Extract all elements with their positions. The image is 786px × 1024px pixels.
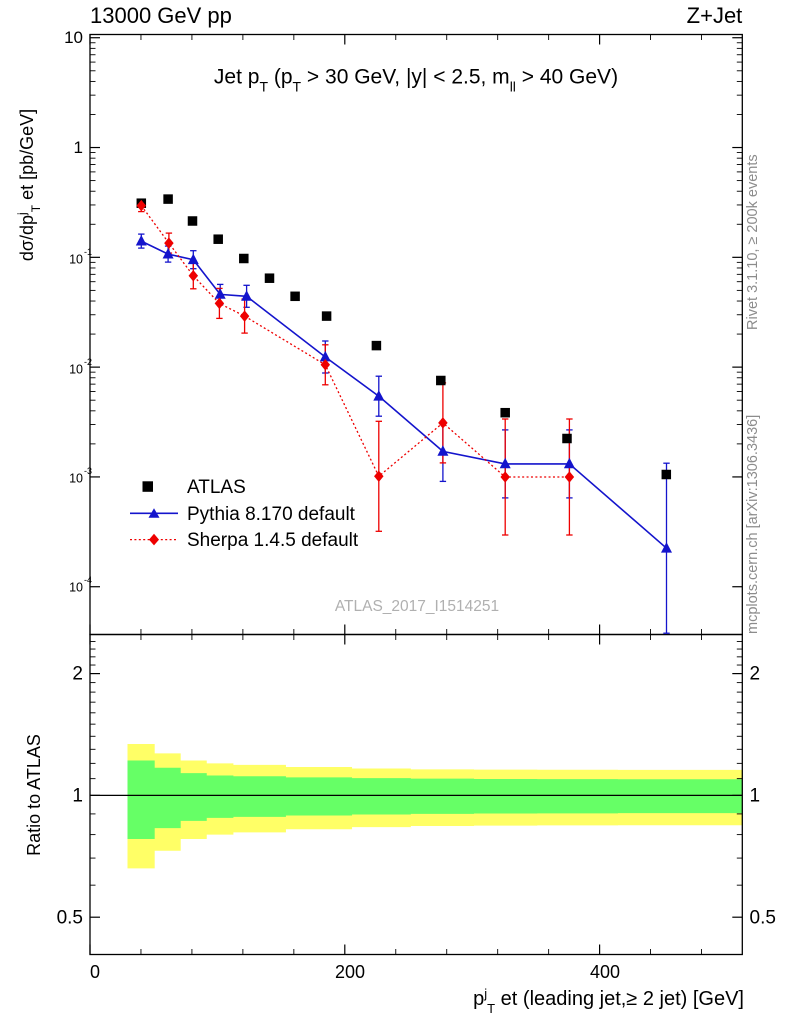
svg-text:ATLAS_2017_I1514251: ATLAS_2017_I1514251 <box>335 598 499 615</box>
svg-text:200: 200 <box>335 962 365 982</box>
svg-text:2: 2 <box>72 664 83 685</box>
svg-text:13000 GeV pp: 13000 GeV pp <box>90 3 232 28</box>
svg-text:10: 10 <box>69 363 83 377</box>
svg-text:10: 10 <box>69 253 83 267</box>
svg-text:2: 2 <box>750 664 761 685</box>
svg-text:mcplots.cern.ch [arXiv:1306.34: mcplots.cern.ch [arXiv:1306.3436] <box>745 415 761 634</box>
svg-text:10: 10 <box>64 28 83 47</box>
svg-text:ATLAS: ATLAS <box>187 477 246 498</box>
svg-text:-3: -3 <box>84 466 92 476</box>
svg-text:Ratio to ATLAS: Ratio to ATLAS <box>24 734 44 856</box>
svg-text:-4: -4 <box>84 575 92 585</box>
svg-text:-2: -2 <box>84 357 92 367</box>
svg-text:Pythia 8.170 default: Pythia 8.170 default <box>187 504 356 525</box>
svg-text:0.5: 0.5 <box>750 908 776 929</box>
svg-text:-1: -1 <box>84 247 92 257</box>
svg-text:1: 1 <box>750 786 761 807</box>
svg-text:10: 10 <box>69 581 83 595</box>
svg-text:0.5: 0.5 <box>57 908 83 929</box>
svg-text:Sherpa 1.4.5 default: Sherpa 1.4.5 default <box>187 530 359 551</box>
svg-text:10: 10 <box>69 472 83 486</box>
svg-text:1: 1 <box>74 138 83 157</box>
svg-text:Rivet 3.1.10, ≥ 200k events: Rivet 3.1.10, ≥ 200k events <box>745 154 761 330</box>
svg-text:Z+Jet: Z+Jet <box>687 3 743 28</box>
svg-text:400: 400 <box>590 962 620 982</box>
svg-text:0: 0 <box>90 962 100 982</box>
svg-text:1: 1 <box>72 786 83 807</box>
